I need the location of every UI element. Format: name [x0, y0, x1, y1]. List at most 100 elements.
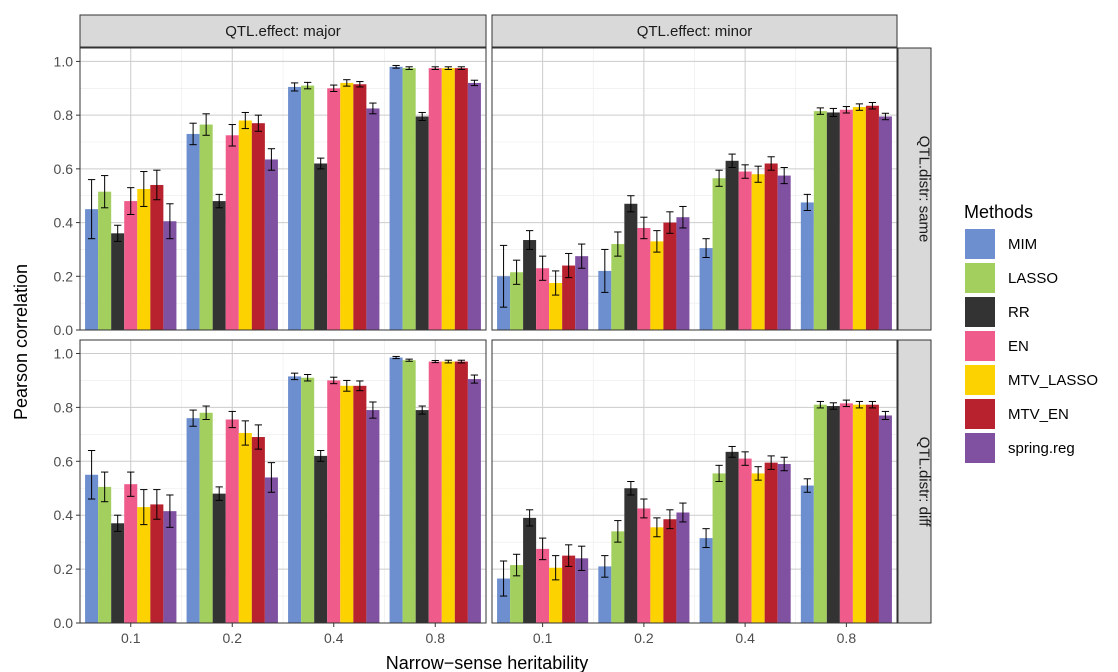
bar-EN-0.2: [637, 508, 651, 623]
bar-LASSO-0.8: [813, 404, 827, 623]
bar-RR-0.4: [314, 455, 328, 623]
error-bar-LASSO-0.4: [715, 464, 723, 482]
error-bar-MTV_EN-0.2: [254, 114, 263, 132]
bar-MTV_EN-0.8: [454, 68, 468, 331]
error-bar-RR-0.1: [525, 509, 534, 527]
bar-spring.reg-0.2: [676, 217, 690, 330]
y-tick-label: 0.4: [54, 507, 74, 523]
error-bar-MTV_EN-0.1: [565, 252, 573, 279]
panel-border: [79, 47, 487, 331]
error-bar-MTV_EN-0.4: [356, 380, 364, 392]
error-bar-MTV_LASSO-0.2: [653, 230, 661, 253]
error-bar-EN-0.4: [741, 451, 749, 466]
bar-MIM-0.8: [800, 202, 814, 330]
error-bar-spring.reg-0.1: [578, 243, 586, 269]
bar-EN-0.4: [738, 171, 752, 330]
bar-MIM-0.2: [186, 133, 200, 330]
bar-MTV_LASSO-0.2: [238, 120, 252, 330]
error-bar-MTV_LASSO-0.2: [241, 420, 249, 446]
error-bar-LASSO-0.8: [816, 400, 824, 409]
bar-spring.reg-0.1: [163, 221, 177, 330]
bar-LASSO-0.8: [813, 111, 827, 330]
legend-label: MTV_LASSO: [1008, 372, 1098, 389]
axes-layer: 0.0 0.2 0.4 0.6 0.8 1.0 0.0 0.2 0.4 0.6 0.8 1.0 0.1 0…: [54, 53, 857, 646]
error-bar-RR-0.1: [114, 224, 122, 242]
bar-LASSO-0.1: [98, 191, 112, 330]
bar-MTV_EN-0.4: [353, 84, 367, 330]
bar-EN-0.8: [428, 68, 442, 331]
legend-item-MTV_EN: MTV_EN: [965, 399, 1069, 429]
error-bar-MTV_EN-0.2: [254, 424, 263, 450]
bar-MTV_LASSO-0.8: [441, 361, 455, 623]
error-bar-MIM-0.4: [702, 528, 710, 549]
error-bar-MIM-0.2: [601, 555, 609, 578]
bar-LASSO-0.4: [712, 473, 726, 623]
bar-LASSO-0.1: [98, 486, 112, 623]
error-bar-spring.reg-0.4: [369, 102, 377, 115]
error-bar-LASSO-0.1: [100, 175, 109, 209]
panel-border: [491, 47, 898, 331]
x-tick-label: 0.2: [223, 630, 243, 646]
bar-MTV_EN-0.8: [865, 404, 879, 623]
error-bar-MTV_EN-0.8: [457, 359, 466, 364]
bar-MTV_LASSO-0.1: [549, 567, 563, 623]
bar-LASSO-0.2: [611, 531, 625, 623]
error-bar-MTV_LASSO-0.4: [754, 466, 762, 481]
bar-EN-0.8: [839, 109, 853, 331]
error-bar-EN-0.4: [330, 84, 338, 93]
error-bar-MTV_EN-0.4: [767, 156, 775, 171]
error-bar-EN-0.4: [741, 164, 749, 179]
row-strip-same: QTL.distr: same: [897, 47, 933, 331]
error-bar-MIM-0.8: [803, 478, 811, 493]
bar-LASSO-0.4: [712, 178, 726, 330]
error-bar-RR-0.4: [317, 157, 325, 170]
y-axis-title: Pearson correlation: [11, 264, 31, 420]
bar-MIM-0.2: [186, 418, 200, 623]
error-bar-spring.reg-0.8: [470, 374, 479, 384]
y-tick-label: 1.0: [54, 345, 74, 361]
error-bar-MTV_EN-0.4: [767, 455, 775, 470]
bar-EN-0.4: [327, 380, 341, 623]
panel-minor-same: [491, 47, 898, 331]
bar-LASSO-0.1: [510, 565, 524, 623]
error-bar-RR-0.4: [728, 153, 736, 169]
bar-spring.reg-0.2: [264, 477, 278, 623]
legend-item-LASSO: LASSO: [965, 263, 1058, 293]
bar-RR-0.8: [415, 116, 429, 330]
bar-MTV_EN-0.1: [150, 504, 164, 623]
x-tick-label: 0.4: [735, 630, 755, 646]
error-bar-spring.reg-0.1: [166, 203, 174, 240]
error-bar-spring.reg-0.2: [679, 502, 687, 523]
error-bar-RR-0.4: [728, 445, 736, 458]
error-bar-MTV_LASSO-0.2: [241, 111, 249, 130]
error-bar-MTV_EN-0.1: [565, 544, 573, 567]
error-bar-MIM-0.4: [290, 82, 299, 92]
col-strip-major: QTL.effect: major: [79, 14, 487, 48]
legend-item-MIM: MIM: [965, 229, 1037, 259]
error-bar-MTV_EN-0.4: [356, 81, 364, 88]
y-tick-label: 0.0: [54, 615, 74, 631]
error-bar-MTV_LASSO-0.1: [140, 171, 148, 207]
bar-MTV_LASSO-0.2: [238, 432, 252, 623]
bar-spring.reg-0.8: [467, 82, 481, 331]
legend-swatch: [965, 263, 995, 293]
bar-MTV_EN-0.8: [865, 105, 879, 330]
bar-MTV_EN-0.1: [562, 555, 576, 623]
legend-label: MIM: [1008, 236, 1037, 253]
bar-EN-0.1: [124, 201, 138, 330]
bar-RR-0.8: [415, 410, 429, 623]
bar-LASSO-0.8: [402, 68, 416, 331]
legend-label: spring.reg: [1008, 440, 1075, 457]
legend-item-EN: EN: [965, 331, 1029, 361]
bar-MTV_EN-0.2: [663, 519, 677, 623]
error-bar-EN-0.1: [538, 255, 547, 281]
error-bar-MTV_LASSO-0.1: [551, 270, 560, 296]
bar-LASSO-0.2: [199, 412, 213, 623]
error-bar-EN-0.8: [431, 359, 439, 364]
error-bar-MIM-0.4: [702, 238, 710, 258]
bar-MTV_EN-0.4: [764, 163, 778, 330]
bar-RR-0.4: [314, 163, 328, 330]
bar-RR-0.1: [111, 233, 125, 330]
y-tick-label: 0.4: [54, 215, 74, 231]
error-bar-MIM-0.8: [803, 193, 811, 211]
